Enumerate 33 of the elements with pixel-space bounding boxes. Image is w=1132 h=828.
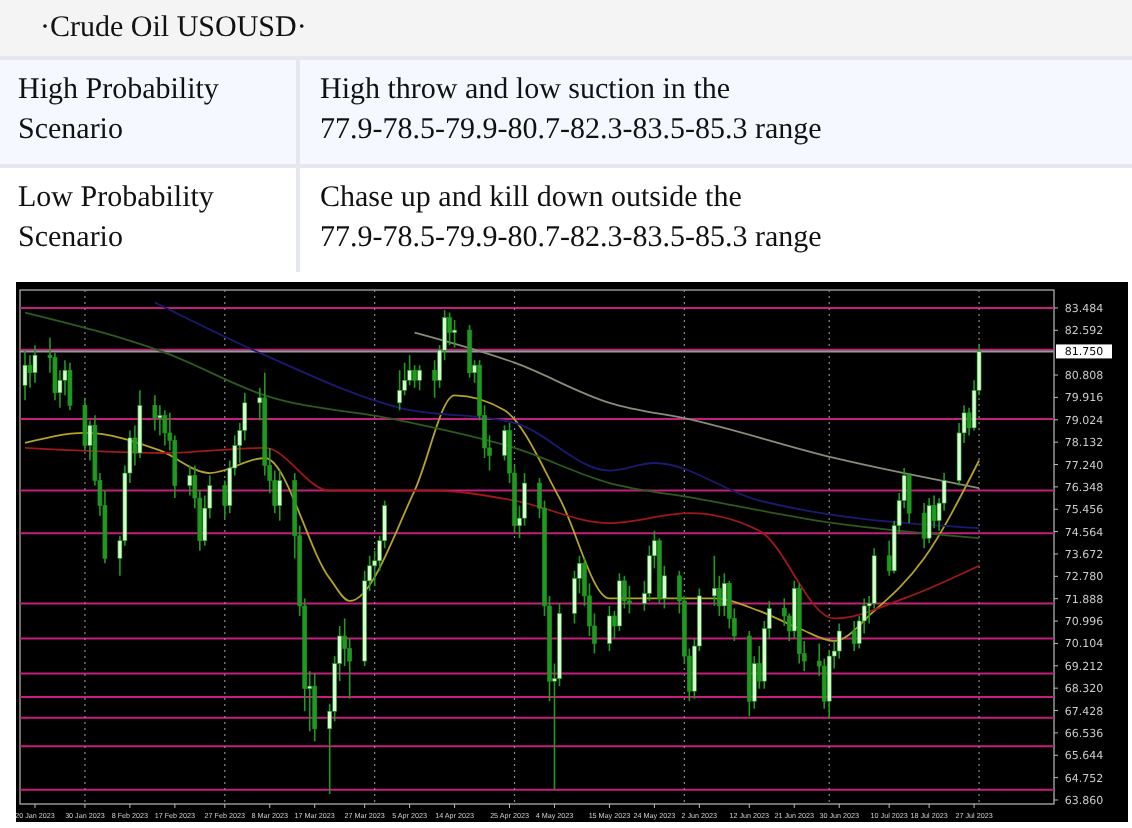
chart-title: ·Crude Oil USOUSD· — [0, 0, 1132, 56]
candlestick — [447, 311, 452, 346]
line-series — [24, 311, 980, 540]
text: High throw and low suction in the 77.9-78.5-79.9-80.7-82.3-83.5-85.3 range — [320, 74, 822, 146]
candlestick — [722, 572, 727, 617]
candlestick — [152, 394, 158, 432]
line-series — [413, 331, 980, 489]
candlestick — [607, 605, 612, 652]
line-series — [24, 447, 980, 620]
candlestick — [906, 472, 912, 524]
text: Low Probability Scenario — [18, 180, 216, 258]
candlestick — [926, 497, 932, 545]
candlestick — [412, 364, 417, 389]
line-series — [153, 301, 980, 530]
candlestick — [851, 620, 857, 652]
candlestick — [397, 369, 402, 412]
candlestick — [22, 349, 28, 402]
candlestick — [407, 354, 412, 387]
candlestick — [82, 397, 88, 452]
candlestick — [921, 502, 927, 550]
candlestick — [312, 672, 318, 743]
candlestick — [277, 469, 283, 522]
candlestick — [712, 554, 717, 607]
candlestick — [467, 324, 472, 379]
candlestick — [162, 409, 168, 447]
candlestick — [67, 361, 73, 412]
candlestick — [452, 319, 457, 349]
candlestick — [617, 572, 622, 632]
text: Chase up and kill down outside the 77.9-78.5-79.9-80.7-82.3-83.5-85.3 range — [320, 182, 822, 254]
candlestick — [32, 344, 38, 384]
candlestick — [137, 389, 143, 459]
text: High Probability Scenario — [18, 72, 221, 150]
candlestick — [417, 364, 422, 392]
